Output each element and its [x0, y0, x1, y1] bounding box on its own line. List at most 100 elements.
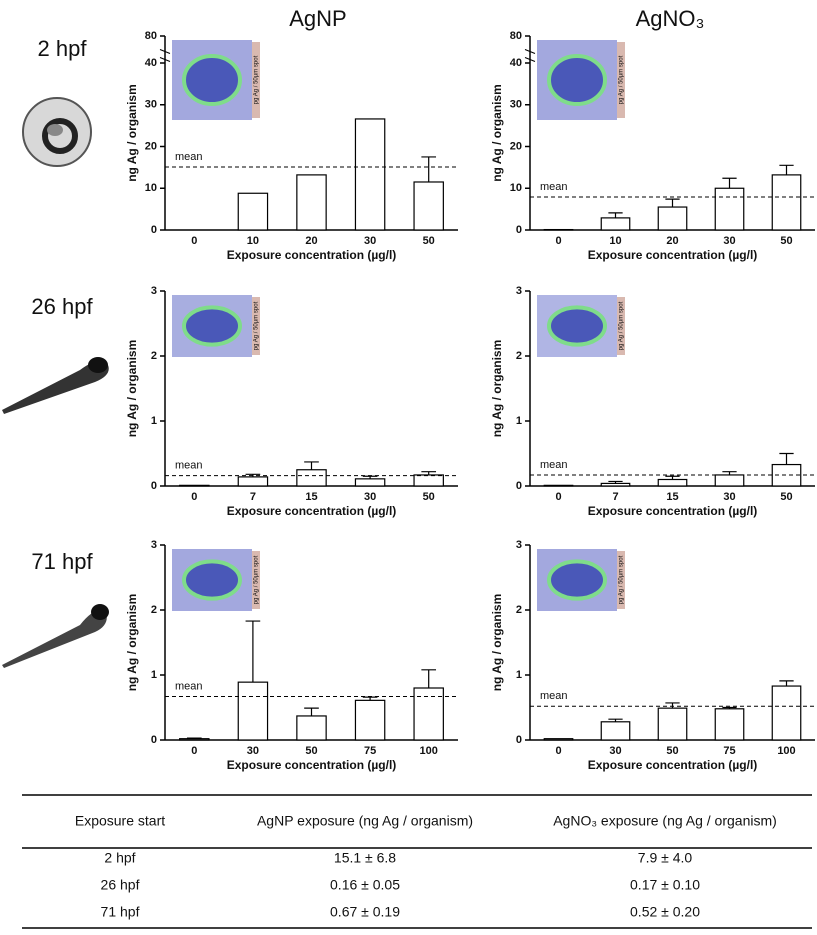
- inset-label: pg Ag / 50µm spot: [619, 555, 625, 604]
- x-tick-label: 50: [780, 491, 792, 503]
- x-tick-label: 100: [420, 745, 438, 757]
- inset-label: pg Ag / 50µm spot: [254, 555, 260, 604]
- y-tick-label: 0: [516, 734, 522, 746]
- x-tick-label: 30: [364, 491, 376, 503]
- row-label: 71 hpf: [31, 549, 93, 574]
- embryo-image: [23, 98, 91, 166]
- inset-image: pg Ag / 50µm spot: [172, 549, 260, 611]
- x-axis-label: Exposure concentration (µg/l): [227, 248, 397, 262]
- x-axis-label: Exposure concentration (µg/l): [588, 758, 758, 772]
- bar: [180, 485, 209, 486]
- error-bar: [421, 670, 436, 688]
- bar: [715, 475, 744, 486]
- bar: [772, 686, 801, 740]
- x-axis-label: Exposure concentration (µg/l): [588, 504, 758, 518]
- x-tick-label: 30: [723, 491, 735, 503]
- bar: [544, 485, 573, 486]
- x-tick-label: 15: [666, 491, 678, 503]
- table-cell: 7.9 ± 4.0: [638, 850, 693, 866]
- y-tick-label: 80: [510, 30, 522, 42]
- x-tick-label: 0: [555, 235, 561, 247]
- y-tick-label: 1: [516, 669, 522, 681]
- y-tick-label: 2: [151, 604, 157, 616]
- bar: [238, 682, 267, 740]
- inset-label: pg Ag / 50µm spot: [254, 301, 260, 350]
- bar: [355, 700, 384, 740]
- y-tick-label: 3: [151, 285, 157, 297]
- x-tick-label: 0: [555, 491, 561, 503]
- x-tick-label: 75: [364, 745, 376, 757]
- y-tick-label: 0: [151, 734, 157, 746]
- y-axis-label: ng Ag / organism: [125, 84, 139, 182]
- table-header: Exposure start: [75, 813, 165, 829]
- error-bar: [665, 199, 679, 207]
- x-tick-label: 0: [191, 491, 197, 503]
- x-tick-label: 15: [305, 491, 317, 503]
- y-tick-label: 2: [516, 350, 522, 362]
- table-cell: 0.52 ± 0.20: [630, 904, 700, 920]
- x-axis-label: Exposure concentration (µg/l): [227, 758, 397, 772]
- bar: [297, 470, 326, 486]
- y-tick-label: 0: [151, 480, 157, 492]
- error-bar: [421, 157, 436, 182]
- x-tick-label: 0: [191, 235, 197, 247]
- larva-image: [2, 604, 109, 668]
- row-label: 26 hpf: [31, 294, 93, 319]
- table-cell: 71 hpf: [101, 904, 140, 920]
- x-tick-label: 7: [250, 491, 256, 503]
- x-axis-label: Exposure concentration (µg/l): [227, 504, 397, 518]
- x-tick-label: 100: [777, 745, 795, 757]
- x-axis-label: Exposure concentration (µg/l): [588, 248, 758, 262]
- error-bar: [608, 213, 622, 218]
- x-tick-label: 0: [191, 745, 197, 757]
- bar: [601, 483, 630, 486]
- y-tick-label: 0: [151, 224, 157, 236]
- bar: [414, 688, 443, 740]
- x-tick-label: 10: [247, 235, 259, 247]
- x-tick-label: 30: [723, 235, 735, 247]
- error-bar: [665, 703, 679, 708]
- y-axis-label: ng Ag / organism: [490, 594, 504, 692]
- inset-label: pg Ag / 50µm spot: [254, 55, 260, 104]
- bar: [297, 175, 326, 230]
- mean-label: mean: [175, 460, 203, 472]
- bar: [658, 207, 687, 230]
- bar: [544, 739, 573, 740]
- bar: [238, 477, 267, 486]
- x-tick-label: 30: [364, 235, 376, 247]
- y-tick-label: 30: [510, 99, 522, 111]
- bar: [180, 739, 209, 740]
- error-bar: [187, 738, 202, 739]
- mean-label: mean: [540, 459, 568, 471]
- y-tick-label: 3: [151, 539, 157, 551]
- inset-tissue: [184, 561, 240, 598]
- mean-label: mean: [540, 690, 568, 702]
- bar: [658, 480, 687, 487]
- bar: [297, 716, 326, 740]
- table-cell: 2 hpf: [104, 850, 135, 866]
- y-tick-label: 40: [145, 57, 157, 69]
- x-tick-label: 20: [305, 235, 317, 247]
- inset-image: pg Ag / 50µm spot: [172, 40, 260, 120]
- column-title: AgNO₃: [636, 6, 705, 31]
- table-cell: 0.17 ± 0.10: [630, 877, 700, 893]
- x-tick-label: 75: [723, 745, 735, 757]
- error-bar: [779, 454, 793, 465]
- x-tick-label: 50: [305, 745, 317, 757]
- inset-tissue: [184, 56, 240, 104]
- bar: [601, 218, 630, 230]
- y-tick-label: 0: [516, 224, 522, 236]
- inset-tissue: [549, 56, 605, 104]
- bar: [715, 188, 744, 230]
- y-tick-label: 3: [516, 539, 522, 551]
- inset-image: pg Ag / 50µm spot: [537, 549, 625, 611]
- y-tick-label: 3: [516, 285, 522, 297]
- bar: [355, 119, 384, 230]
- y-tick-label: 20: [510, 140, 522, 152]
- table-cell: 0.67 ± 0.19: [330, 904, 400, 920]
- table-cell: 0.16 ± 0.05: [330, 877, 400, 893]
- bar: [715, 709, 744, 740]
- error-bar: [779, 165, 793, 175]
- x-tick-label: 50: [423, 235, 435, 247]
